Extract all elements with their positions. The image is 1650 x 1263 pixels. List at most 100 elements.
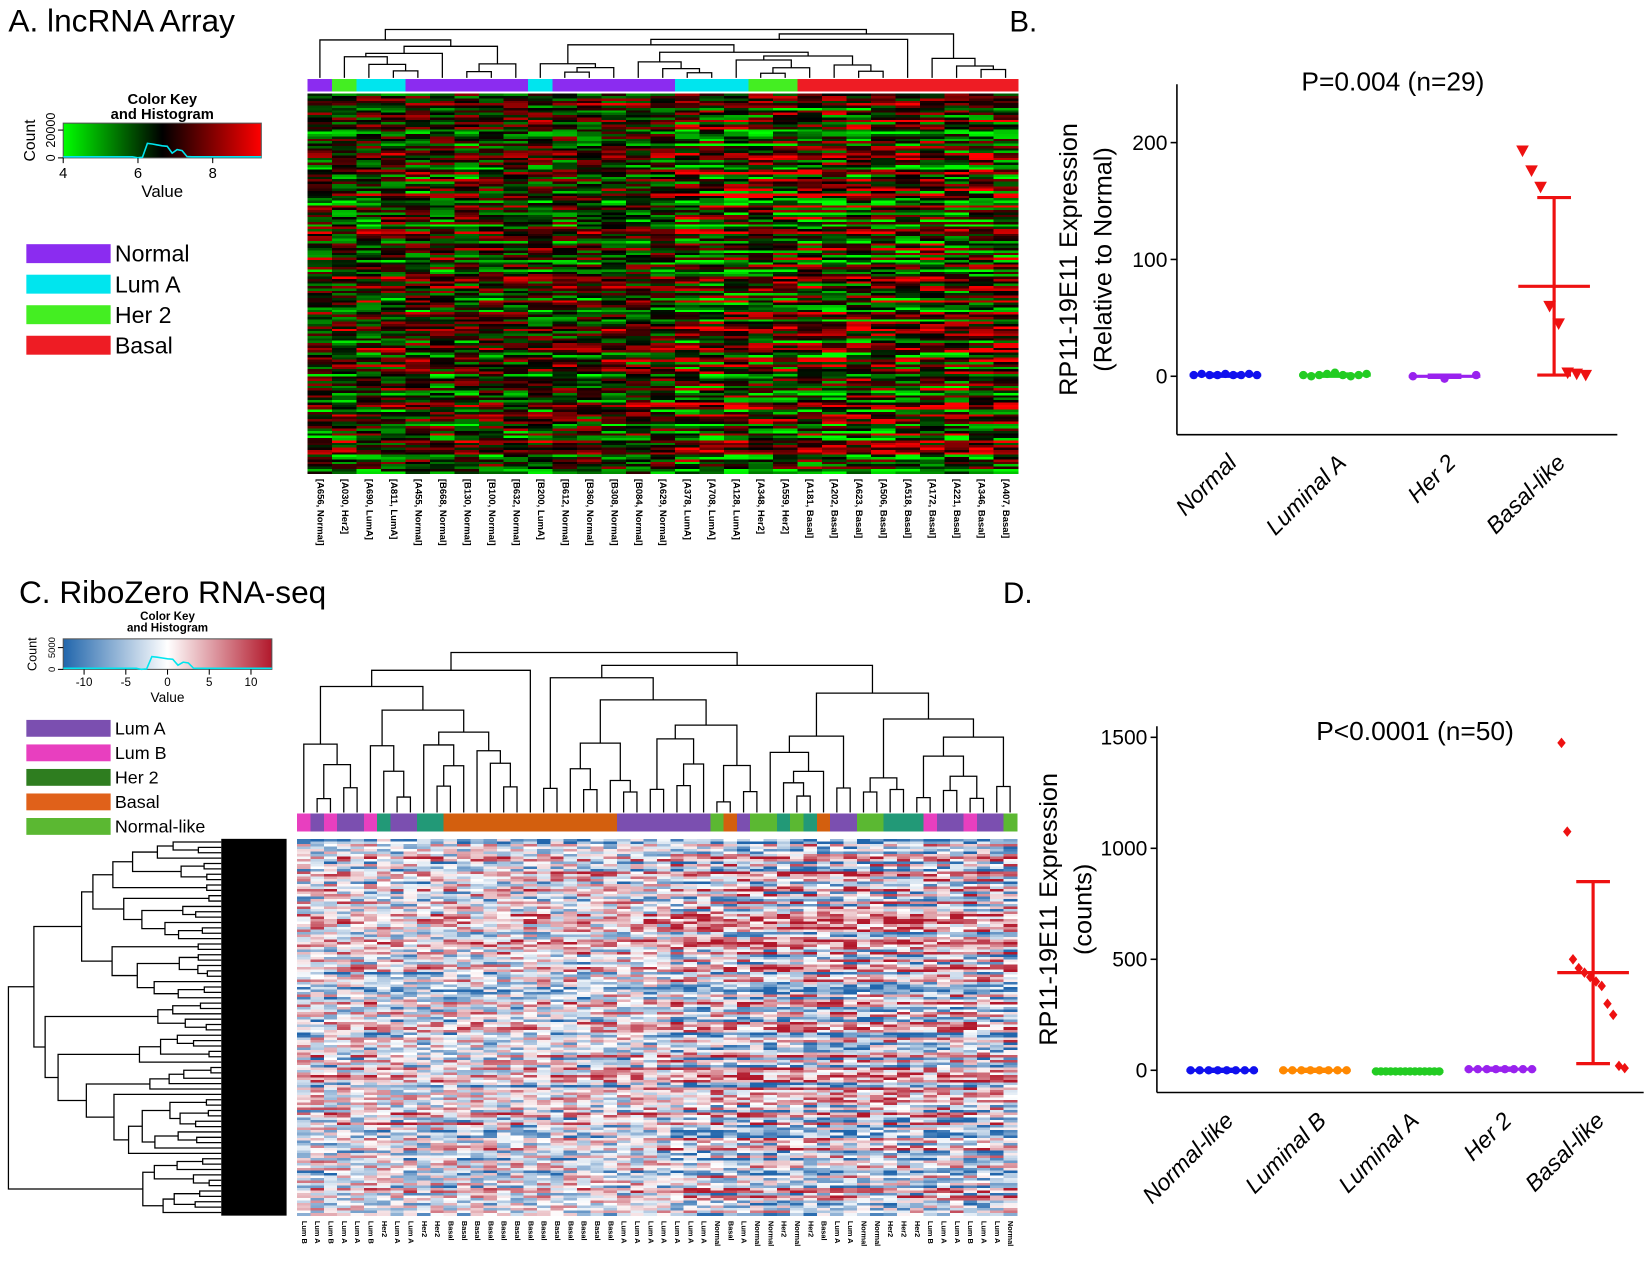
legend-label: Basal	[115, 792, 160, 812]
heatmap-cell	[356, 369, 382, 373]
heatmap-cell	[381, 224, 407, 228]
heatmap-cell	[479, 452, 505, 456]
key-histogram	[63, 142, 262, 159]
heatmap-cell	[454, 153, 480, 156]
heatmap-cell	[381, 93, 407, 97]
heatmap-cell	[405, 124, 431, 128]
heatmap-cell	[430, 117, 456, 121]
heatmap-cell	[405, 400, 431, 403]
heatmap-cell	[332, 103, 358, 107]
heatmap-cell	[381, 369, 407, 373]
heatmap-cell	[381, 186, 407, 190]
heatmap-cell	[356, 433, 382, 437]
heatmap-cell	[307, 316, 333, 320]
heatmap-cell	[454, 129, 480, 133]
heatmap-cell	[332, 440, 358, 444]
heatmap-cell	[307, 205, 333, 209]
heatmap-cell	[307, 433, 333, 437]
heatmap-cell	[307, 164, 333, 168]
heatmap-cell	[454, 212, 480, 216]
heatmap-cell	[332, 430, 358, 434]
heatmap-cell	[381, 283, 407, 287]
heatmap-cell	[307, 409, 333, 413]
heatmap-cell	[430, 210, 456, 213]
heatmap-cell	[332, 214, 358, 218]
heatmap-cell	[454, 335, 480, 339]
heatmap-cell	[356, 186, 382, 190]
column-label: [A221, Basal]	[951, 479, 962, 538]
heatmap-cell	[381, 221, 407, 225]
heatmap-cell	[479, 252, 505, 256]
heatmap-cell	[381, 138, 407, 142]
heatmap-cell	[356, 388, 382, 392]
heatmap-cell	[405, 297, 431, 301]
heatmap-cell	[307, 278, 333, 282]
heatmap-cell	[356, 288, 382, 292]
heatmap-cell	[381, 143, 407, 147]
heatmap-cell	[430, 373, 456, 377]
heatmap-cell	[405, 366, 431, 370]
heatmap-cell	[479, 388, 505, 392]
heatmap-cell	[307, 345, 333, 349]
heatmap-cell	[381, 200, 407, 204]
heatmap-cell	[454, 93, 480, 97]
heatmap-cell	[479, 442, 505, 446]
heatmap-cell	[332, 416, 358, 420]
heatmap-cell	[454, 414, 480, 418]
heatmap-cell	[307, 214, 333, 218]
heatmap-cell	[405, 134, 431, 137]
heatmap-cell	[307, 129, 333, 133]
heatmap-cell	[405, 179, 431, 183]
heatmap-cell	[454, 105, 480, 109]
panel-label: D.	[1003, 577, 1032, 610]
heatmap-cell	[307, 428, 333, 432]
heatmap-cell	[332, 115, 358, 118]
heatmap-cell	[650, 471, 676, 475]
heatmap-cell	[454, 447, 480, 451]
heatmap-cell	[479, 438, 505, 441]
column-group-bar	[503, 78, 529, 92]
heatmap-cell	[381, 248, 407, 251]
heatmap-cell	[307, 93, 333, 97]
heatmap-cell	[356, 262, 382, 266]
column-group-bar	[332, 78, 358, 92]
heatmap-cell	[332, 105, 358, 109]
heatmap-cell	[356, 454, 382, 458]
heatmap-cell	[307, 435, 333, 439]
heatmap-cell	[479, 153, 505, 156]
heatmap-cell	[356, 390, 382, 394]
heatmap-cell	[479, 276, 505, 280]
heatmap-cell	[454, 305, 480, 308]
heatmap-cell	[356, 245, 382, 249]
column-group-bar	[895, 78, 921, 92]
heatmap-cell	[356, 100, 382, 104]
heatmap-cell	[307, 423, 333, 427]
heatmap-cell	[405, 169, 431, 173]
heatmap-cell	[307, 162, 333, 166]
heatmap-cell	[430, 172, 456, 175]
heatmap-cell	[307, 411, 333, 415]
key-title: and Histogram	[111, 107, 214, 123]
heatmap-cell	[332, 354, 358, 358]
heatmap-cell	[797, 471, 823, 475]
heatmap-cell	[405, 302, 431, 306]
heatmap-cell	[430, 181, 456, 185]
heatmap-cell	[381, 105, 407, 109]
heatmap-cell	[307, 385, 333, 389]
heatmap-cell	[307, 141, 333, 145]
heatmap-cell	[356, 352, 382, 356]
heatmap-cell	[307, 416, 333, 420]
heatmap-cell	[356, 93, 382, 97]
heatmap-cell	[332, 155, 358, 159]
heatmap-cell	[356, 383, 382, 387]
heatmap-cell	[381, 245, 407, 249]
heatmap-cell	[454, 328, 480, 332]
heatmap-cell	[479, 392, 505, 396]
heatmap-cell	[405, 338, 431, 342]
heatmap-cell	[356, 229, 382, 232]
heatmap-cell	[332, 205, 358, 209]
heatmap-cell	[479, 164, 505, 168]
heatmap-cell	[430, 388, 456, 392]
heatmap-cell	[405, 426, 431, 430]
heatmap-cell	[454, 219, 480, 223]
